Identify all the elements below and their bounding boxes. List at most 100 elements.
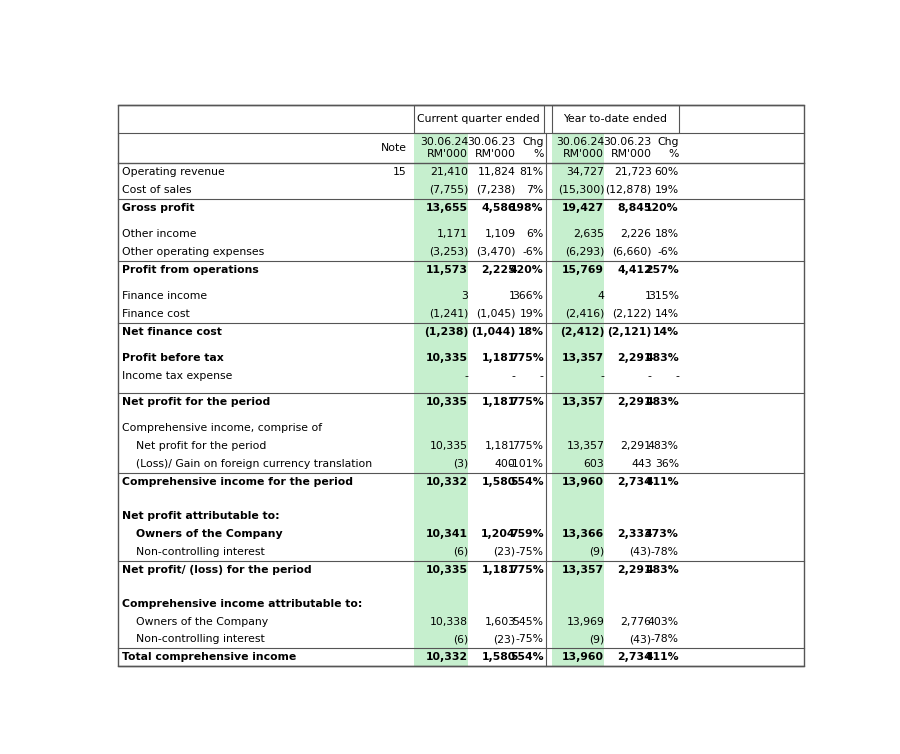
Text: (3,470): (3,470): [476, 247, 516, 257]
Text: 13,357: 13,357: [562, 397, 604, 406]
Text: 14%: 14%: [654, 309, 679, 319]
Text: -: -: [675, 371, 679, 381]
Text: 21,723: 21,723: [614, 167, 652, 177]
Text: 443: 443: [631, 458, 652, 469]
Text: -75%: -75%: [516, 635, 544, 645]
Text: 13,357: 13,357: [566, 440, 604, 451]
Text: 120%: 120%: [645, 203, 679, 213]
Text: 21,410: 21,410: [430, 167, 468, 177]
Text: -: -: [600, 371, 604, 381]
Text: 411%: 411%: [645, 652, 679, 663]
Text: 257%: 257%: [645, 265, 679, 274]
Text: 4: 4: [598, 291, 604, 301]
Text: -: -: [464, 371, 468, 381]
Text: Non-controlling interest: Non-controlling interest: [136, 547, 265, 556]
Text: 13,357: 13,357: [562, 565, 604, 575]
Text: (3,253): (3,253): [429, 247, 468, 257]
Text: (6,660): (6,660): [612, 247, 652, 257]
Text: 15,769: 15,769: [562, 265, 604, 274]
Text: 1: 1: [644, 291, 652, 301]
Text: 2,225: 2,225: [481, 265, 516, 274]
Text: Net finance cost: Net finance cost: [122, 326, 221, 337]
Text: 81%: 81%: [519, 167, 544, 177]
Text: 18%: 18%: [654, 229, 679, 239]
Text: Total comprehensive income: Total comprehensive income: [122, 652, 296, 663]
Bar: [414, 133, 468, 163]
Text: 1,181: 1,181: [485, 440, 516, 451]
Text: 10,341: 10,341: [427, 529, 468, 538]
Text: 775%: 775%: [509, 353, 544, 363]
Text: 554%: 554%: [510, 477, 544, 486]
Text: (43): (43): [629, 635, 652, 645]
Text: Net profit for the period: Net profit for the period: [136, 440, 266, 451]
Text: Owners of the Company: Owners of the Company: [136, 617, 267, 627]
Text: -101%: -101%: [508, 458, 544, 469]
Text: (3): (3): [453, 458, 468, 469]
Text: (1,045): (1,045): [476, 309, 516, 319]
Text: 19%: 19%: [519, 309, 544, 319]
Text: 13,960: 13,960: [562, 652, 604, 663]
Text: Current quarter ended: Current quarter ended: [418, 114, 540, 124]
Text: 11,824: 11,824: [478, 167, 516, 177]
Text: 403%: 403%: [648, 617, 679, 627]
Text: 13,357: 13,357: [562, 353, 604, 363]
Text: Note: Note: [381, 143, 407, 153]
Text: 2,291: 2,291: [621, 440, 652, 451]
Text: (43): (43): [629, 547, 652, 556]
Text: 10,335: 10,335: [430, 440, 468, 451]
Text: 545%: 545%: [513, 617, 544, 627]
Text: -75%: -75%: [516, 547, 544, 556]
Text: (7,238): (7,238): [476, 185, 516, 195]
Text: 2,734: 2,734: [616, 652, 652, 663]
Text: 13,366: 13,366: [562, 529, 604, 538]
Text: 1,580: 1,580: [482, 477, 516, 486]
Text: 1,580: 1,580: [482, 652, 516, 663]
Text: (1,241): (1,241): [429, 309, 468, 319]
Text: Owners of the Company: Owners of the Company: [136, 529, 282, 538]
Text: 10,332: 10,332: [426, 652, 468, 663]
Text: (2,122): (2,122): [612, 309, 652, 319]
Text: 36%: 36%: [654, 458, 679, 469]
Text: 6%: 6%: [526, 229, 544, 239]
Text: Gross profit: Gross profit: [122, 203, 194, 213]
Text: 603: 603: [583, 458, 604, 469]
Text: 30.06.23
RM'000: 30.06.23 RM'000: [467, 137, 516, 159]
Text: 759%: 759%: [510, 529, 544, 538]
Bar: [552, 105, 604, 667]
Text: 11,573: 11,573: [427, 265, 468, 274]
Text: 2,333: 2,333: [616, 529, 652, 538]
Text: Net profit attributable to:: Net profit attributable to:: [122, 510, 279, 521]
Text: 14%: 14%: [652, 326, 679, 337]
Text: 7%: 7%: [526, 185, 544, 195]
Text: Other operating expenses: Other operating expenses: [122, 247, 264, 257]
Text: (6): (6): [453, 547, 468, 556]
Text: 10,332: 10,332: [426, 477, 468, 486]
Text: 1,109: 1,109: [484, 229, 516, 239]
Bar: [552, 105, 679, 133]
Text: (9): (9): [589, 547, 604, 556]
Text: 13,969: 13,969: [566, 617, 604, 627]
Text: 18%: 18%: [518, 326, 544, 337]
Text: 10,338: 10,338: [430, 617, 468, 627]
Text: -78%: -78%: [651, 547, 679, 556]
Text: 10,335: 10,335: [427, 353, 468, 363]
Text: (7,755): (7,755): [429, 185, 468, 195]
Text: 2,291: 2,291: [617, 353, 652, 363]
Text: 483%: 483%: [645, 565, 679, 575]
Bar: [552, 133, 604, 163]
Text: (6,293): (6,293): [565, 247, 604, 257]
Text: 1,603: 1,603: [484, 617, 516, 627]
Text: 15: 15: [393, 167, 407, 177]
Text: Year to-date ended: Year to-date ended: [563, 114, 668, 124]
Text: (6): (6): [453, 635, 468, 645]
Text: Profit from operations: Profit from operations: [122, 265, 258, 274]
Text: -78%: -78%: [651, 635, 679, 645]
Text: (2,121): (2,121): [608, 326, 652, 337]
Text: 411%: 411%: [645, 477, 679, 486]
Text: 775%: 775%: [513, 440, 544, 451]
Text: Comprehensive income attributable to:: Comprehensive income attributable to:: [122, 599, 362, 608]
Text: 473%: 473%: [645, 529, 679, 538]
Text: 1,171: 1,171: [437, 229, 468, 239]
Text: 1,181: 1,181: [482, 565, 516, 575]
Text: (23): (23): [493, 547, 516, 556]
